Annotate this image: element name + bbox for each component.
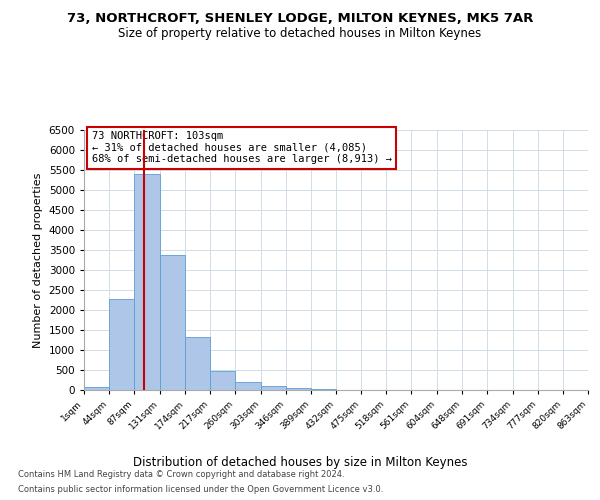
Text: Size of property relative to detached houses in Milton Keynes: Size of property relative to detached ho… bbox=[118, 28, 482, 40]
Text: Distribution of detached houses by size in Milton Keynes: Distribution of detached houses by size … bbox=[133, 456, 467, 469]
Bar bbox=[210, 371, 235, 390]
Text: 73 NORTHCROFT: 103sqm
← 31% of detached houses are smaller (4,085)
68% of semi-d: 73 NORTHCROFT: 103sqm ← 31% of detached … bbox=[92, 132, 392, 164]
Bar bbox=[84, 387, 109, 390]
Bar bbox=[134, 174, 160, 390]
Text: Contains HM Land Registry data © Crown copyright and database right 2024.: Contains HM Land Registry data © Crown c… bbox=[18, 470, 344, 479]
Bar bbox=[260, 386, 286, 390]
Text: Contains public sector information licensed under the Open Government Licence v3: Contains public sector information licen… bbox=[18, 485, 383, 494]
Bar bbox=[311, 389, 336, 390]
Bar bbox=[109, 299, 134, 390]
Bar bbox=[286, 388, 311, 390]
Y-axis label: Number of detached properties: Number of detached properties bbox=[33, 172, 43, 348]
Bar bbox=[235, 382, 260, 390]
Bar bbox=[160, 255, 185, 390]
Bar bbox=[185, 337, 210, 390]
Text: 73, NORTHCROFT, SHENLEY LODGE, MILTON KEYNES, MK5 7AR: 73, NORTHCROFT, SHENLEY LODGE, MILTON KE… bbox=[67, 12, 533, 26]
